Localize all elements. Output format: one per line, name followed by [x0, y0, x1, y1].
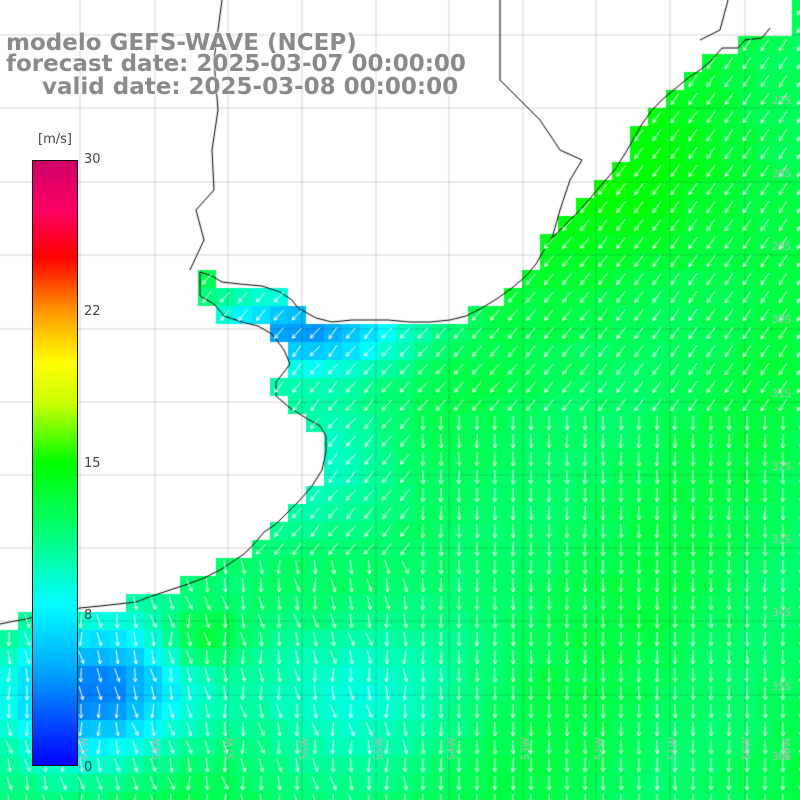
valid-date-label: valid date: 2025-03-08 00:00:00 — [42, 75, 458, 99]
colorbar-tick-8: 8 — [84, 609, 92, 623]
forecast-date-label: forecast date: 2025-03-07 00:00:00 — [6, 52, 466, 76]
colorbar-tick-0: 0 — [84, 761, 92, 775]
colorbar-tick-22: 22 — [84, 305, 101, 319]
colorbar-unit-label: [m/s] — [33, 132, 77, 147]
colorbar-tick-15: 15 — [84, 457, 101, 471]
colorbar-tick-30: 30 — [84, 153, 101, 167]
colorbar — [32, 160, 78, 766]
